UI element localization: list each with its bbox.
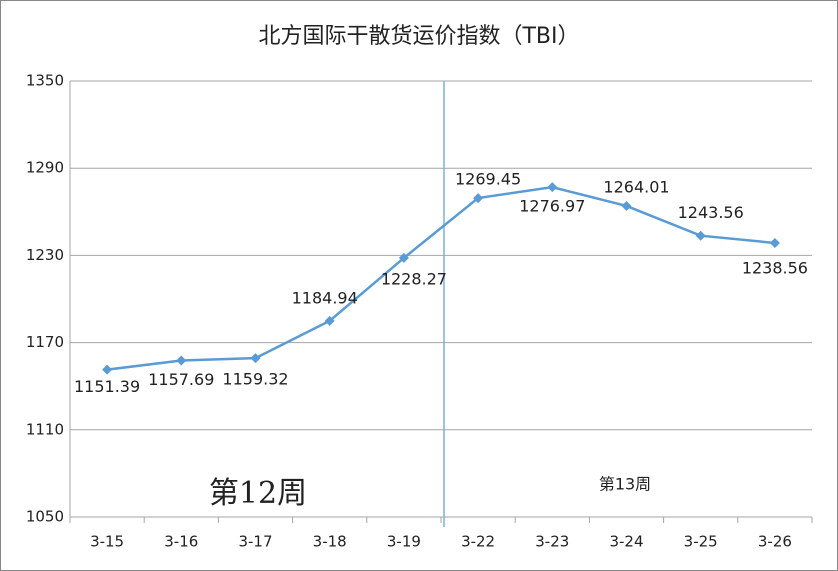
marker (250, 353, 261, 364)
data-label: 1243.56 (678, 203, 744, 222)
x-tick-label: 3-23 (535, 533, 569, 551)
marker (621, 200, 632, 211)
x-tick-label: 3-25 (684, 533, 718, 551)
data-label: 1151.39 (74, 377, 140, 396)
x-tick-label: 3-15 (90, 533, 124, 551)
chart-title: 北方国际干散货运价指数（TBI） (258, 24, 579, 49)
y-tick-label: 1230 (26, 246, 64, 264)
annotation: 第12周 (209, 476, 307, 511)
y-tick-label: 1110 (26, 420, 64, 438)
marker (769, 237, 780, 248)
data-label: 1159.32 (222, 370, 288, 389)
data-label: 1264.01 (603, 177, 669, 196)
y-tick-label: 1290 (26, 159, 64, 177)
data-label: 1157.69 (148, 370, 214, 389)
x-tick-label: 3-26 (758, 533, 792, 551)
data-label: 1238.56 (742, 258, 808, 277)
y-tick-label: 1350 (26, 72, 64, 90)
marker (176, 355, 187, 366)
line (106, 185, 776, 371)
data-label: 1184.94 (292, 288, 358, 307)
marker (102, 364, 113, 375)
y-tick-label: 1050 (26, 508, 64, 526)
x-tick-label: 3-17 (238, 533, 272, 551)
y-tick-label: 1170 (26, 333, 64, 351)
x-tick-label: 3-24 (609, 533, 643, 551)
annotation: 第13周 (599, 475, 651, 494)
marker (398, 252, 409, 263)
data-label: 1276.97 (519, 197, 585, 216)
x-tick-label: 3-16 (164, 533, 198, 551)
x-tick-label: 3-19 (387, 533, 421, 551)
marker (473, 193, 484, 204)
marker (695, 230, 706, 241)
marker (324, 315, 335, 326)
data-label: 1269.45 (455, 170, 521, 189)
data-label: 1228.27 (381, 269, 447, 288)
x-tick-label: 3-22 (461, 533, 495, 551)
marker (547, 182, 558, 193)
x-tick-label: 3-18 (313, 533, 347, 551)
